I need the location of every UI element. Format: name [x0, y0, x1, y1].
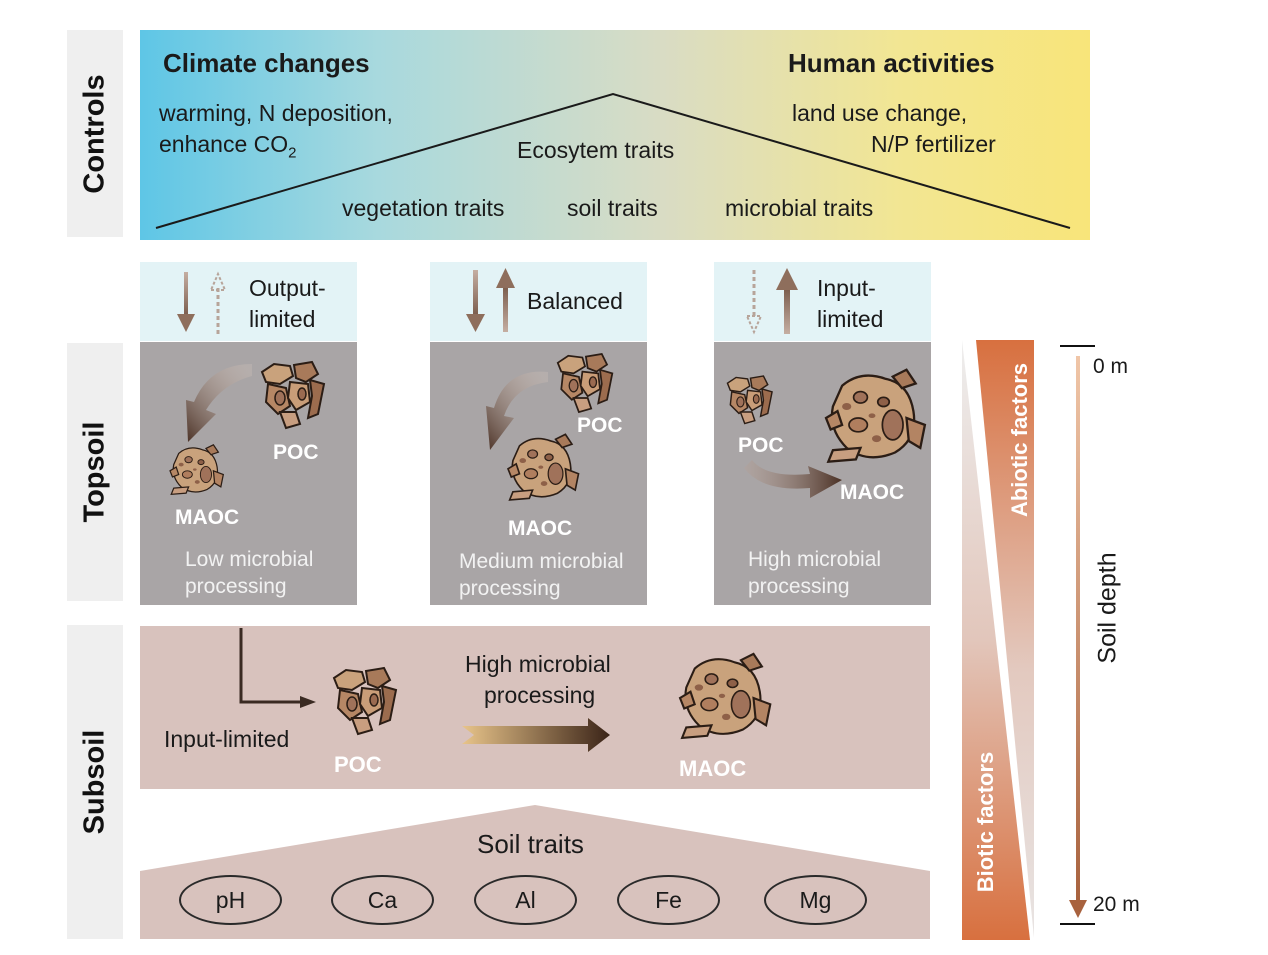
input-arrow — [239, 628, 302, 704]
controls-label: Controls — [78, 73, 111, 194]
processing-label-line1: High microbial — [465, 651, 611, 677]
soil-depth-label: Soil depth — [1093, 552, 1122, 664]
soil-depth-axis — [1060, 345, 1095, 925]
topsoil-panel-medium: POC MAOC Medium microbial processing — [430, 342, 647, 605]
poc-label: POC — [273, 441, 319, 464]
human-activities-title: Human activities — [788, 48, 995, 78]
microbial-traits-label: microbial traits — [725, 195, 874, 221]
climate-changes-title: Climate changes — [163, 48, 370, 78]
biotic-factors-label: Biotic factors — [973, 751, 998, 893]
input-limited-label: Input-limited — [164, 726, 290, 752]
topsoil-section-label: Topsoil — [67, 343, 123, 601]
ecosystem-triangle — [155, 92, 1071, 229]
processing-label: Medium microbial processing — [459, 550, 624, 600]
maoc-aggregate — [169, 444, 224, 495]
maoc-label: MAOC — [175, 506, 240, 529]
poc-label: POC — [334, 752, 382, 777]
human-activities-line2: N/P fertilizer — [871, 131, 996, 157]
soil-traits-label: soil traits — [567, 195, 658, 221]
processing-arrow — [462, 718, 610, 752]
biotic-wedge — [962, 340, 1030, 940]
depth-bottom-label: 20 m — [1093, 893, 1140, 916]
processing-label: Low microbial processing — [185, 548, 314, 598]
maoc-aggregate — [678, 652, 772, 739]
ecosystem-traits-label: Ecosytem traits — [517, 137, 675, 163]
processing-label-line2: processing — [484, 682, 596, 708]
flux-panel-output-limited: Output- limited — [140, 262, 357, 341]
topsoil-illustration — [169, 361, 325, 495]
human-activities-line1: land use change, — [792, 100, 968, 126]
subsoil-section-label: Subsoil — [67, 625, 123, 939]
soil-trait-mg: Mg — [764, 875, 867, 925]
climate-changes-line1: warming, N deposition, — [159, 100, 393, 126]
maoc-aggregate — [824, 368, 927, 463]
factor-wedges — [962, 340, 1034, 940]
subsoil-illustration — [239, 628, 772, 752]
poc-aggregate — [333, 667, 397, 735]
subsoil-label: Subsoil — [78, 729, 111, 835]
vegetation-traits-label: vegetation traits — [342, 195, 505, 221]
poc-label: POC — [577, 414, 623, 437]
subsoil-panel: Input-limited High microbial processing … — [140, 626, 930, 789]
poc-aggregate — [726, 375, 773, 425]
processing-label: High microbial processing — [748, 548, 882, 598]
flux-arrows-icon — [466, 268, 515, 332]
topsoil-panel-low: POC MAOC Low microbial processing — [140, 342, 357, 605]
flux-label-line1: Output- — [249, 275, 326, 301]
flux-label-line2: limited — [249, 306, 316, 332]
flux-panel-input-limited: Input- limited — [714, 262, 931, 341]
flux-panel-balanced: Balanced — [430, 262, 647, 341]
topsoil-panel-high: POC MAOC High microbial processing — [714, 342, 931, 605]
depth-top-label: 0 m — [1093, 355, 1129, 378]
soil-trait-fe: Fe — [617, 875, 720, 925]
factor-gradient: Abiotic factors Biotic factors — [962, 340, 1034, 940]
controls-panel: Climate changes warming, N deposition, e… — [140, 30, 1090, 240]
topsoil-illustration — [726, 368, 927, 498]
flux-arrows-icon — [177, 271, 227, 334]
flux-label: Balanced — [527, 288, 623, 314]
flow-arrow — [744, 460, 842, 498]
poc-aggregate — [261, 361, 325, 429]
climate-changes-line2: enhance CO2 — [159, 131, 297, 162]
flux-arrows-icon — [745, 268, 798, 335]
topsoil-illustration — [486, 353, 614, 501]
maoc-label: MAOC — [508, 517, 573, 540]
poc-label: POC — [738, 434, 784, 457]
maoc-aggregate — [507, 433, 580, 501]
abiotic-factors-label: Abiotic factors — [1007, 362, 1032, 518]
flow-arrow — [486, 371, 548, 450]
flow-arrow — [186, 364, 252, 442]
soil-trait-ph: pH — [179, 875, 282, 925]
flux-label-line2: limited — [817, 306, 884, 332]
topsoil-label: Topsoil — [78, 421, 111, 523]
abiotic-wedge — [976, 340, 1034, 938]
controls-section-label: Controls — [67, 30, 123, 237]
soil-trait-ca: Ca — [331, 875, 434, 925]
soil-traits-title: Soil traits — [477, 829, 584, 859]
maoc-label: MAOC — [840, 481, 905, 504]
soil-trait-al: Al — [474, 875, 577, 925]
flux-label-line1: Input- — [817, 275, 876, 301]
poc-aggregate — [556, 353, 614, 413]
maoc-label: MAOC — [679, 756, 747, 781]
